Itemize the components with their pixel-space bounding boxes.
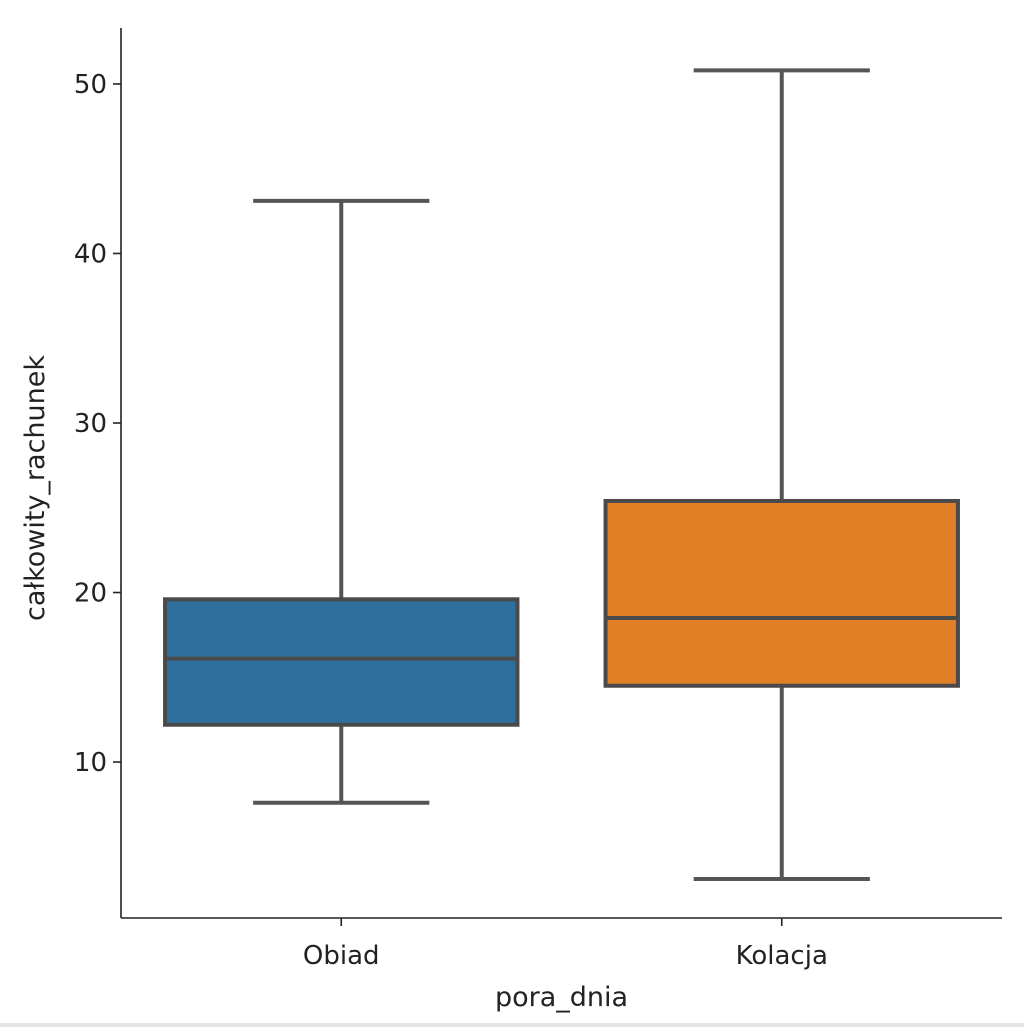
y-tick-label: 10 [74, 748, 107, 778]
x-axis-ticks: Obiad Kolacja [303, 918, 828, 971]
iqr-box [603, 498, 960, 688]
box-kolacja [603, 68, 960, 882]
y-tick-label: 50 [74, 70, 107, 100]
bottom-edge [0, 1023, 1024, 1027]
iqr-box [163, 597, 520, 727]
plot-area [163, 68, 960, 882]
x-tick-label: Obiad [303, 941, 380, 971]
y-tick-label: 20 [74, 579, 107, 609]
x-axis-label: pora_dnia [495, 982, 628, 1013]
y-axis-ticks: 10 20 30 40 50 [74, 70, 121, 778]
box-obiad [163, 198, 520, 805]
x-tick-label: Kolacja [736, 941, 828, 971]
y-tick-label: 40 [74, 239, 107, 269]
y-tick-label: 30 [74, 409, 107, 439]
y-axis-label: całkowity_rachunek [20, 355, 51, 621]
